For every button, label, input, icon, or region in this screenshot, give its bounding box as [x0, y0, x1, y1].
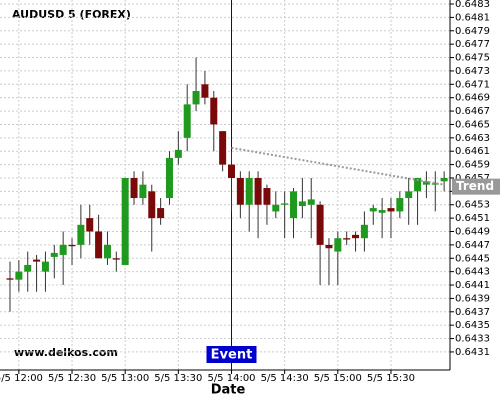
x-tick-label: 5/5 15:30	[367, 373, 415, 384]
x-tick-label: 5/5 14:30	[261, 373, 309, 384]
candle-body	[50, 252, 58, 257]
candle-body	[422, 181, 430, 185]
candle-body	[325, 244, 333, 249]
candle-body	[103, 244, 111, 259]
y-tick-label: 0.6481	[455, 12, 490, 23]
candle-body	[77, 224, 85, 245]
candle-body	[228, 164, 235, 178]
candle-body	[192, 90, 200, 105]
candle-body	[254, 177, 262, 205]
candle-body	[263, 188, 271, 205]
event-label-box	[206, 346, 257, 363]
candle-body	[369, 208, 377, 212]
chart-title: AUDUSD 5 (FOREX)	[12, 8, 131, 21]
candle-body	[307, 199, 315, 205]
x-tick-label: 5/5 13:00	[101, 373, 149, 384]
x-tick-label: 5/5 12:00	[0, 373, 43, 384]
candle-body	[148, 191, 156, 219]
candle-body	[281, 203, 289, 205]
y-tick-label: 0.6469	[455, 93, 490, 104]
candle-body	[352, 234, 360, 239]
candle-body	[68, 244, 76, 247]
event-label: Event	[211, 348, 253, 363]
y-tick-label: 0.6431	[455, 347, 490, 358]
candle-body	[139, 184, 147, 199]
candle-body	[219, 131, 227, 165]
candle-body	[6, 278, 14, 280]
y-tick-label: 0.6475	[455, 53, 490, 64]
y-tick-label: 0.6457	[455, 173, 490, 184]
watermark: www.delkos.com	[14, 346, 118, 359]
y-tick-label: 0.6443	[455, 267, 490, 278]
candle-body	[414, 177, 422, 192]
x-axis-title: Date	[211, 383, 246, 398]
candle-body	[316, 204, 324, 245]
candle-body	[334, 238, 342, 252]
candle-body	[343, 238, 351, 240]
y-tick-label: 0.6435	[455, 320, 490, 331]
candle-body	[387, 208, 395, 212]
candle-body	[24, 264, 32, 272]
y-tick-label: 0.6445	[455, 253, 490, 264]
candle-body	[290, 191, 298, 219]
candle-body	[157, 208, 165, 219]
y-tick-label: 0.6479	[455, 26, 490, 37]
candle-body	[183, 104, 191, 138]
candle-body	[86, 218, 94, 232]
y-tick-label: 0.6433	[455, 334, 490, 345]
candle-body	[95, 231, 103, 259]
y-tick-label: 0.6473	[455, 66, 490, 77]
y-tick-label: 0.6467	[455, 106, 490, 117]
candle-body	[210, 97, 218, 125]
y-tick-label: 0.6483	[455, 0, 490, 10]
candle-body	[201, 84, 209, 98]
y-tick-label: 0.6447	[455, 240, 490, 251]
candle-body	[130, 177, 138, 199]
candle-body	[298, 201, 306, 207]
y-tick-label: 0.6439	[455, 293, 490, 304]
y-tick-label: 0.6463	[455, 133, 490, 144]
candle-body	[236, 177, 244, 205]
y-tick-label: 0.6461	[455, 146, 490, 157]
candle-body	[174, 149, 182, 158]
candle-body	[396, 198, 404, 212]
candle-body	[272, 204, 280, 212]
trend-label: Trend	[456, 179, 494, 193]
candle-body	[405, 191, 413, 199]
candle-body	[165, 157, 173, 199]
candle-body	[15, 271, 23, 280]
y-tick-label: 0.6451	[455, 213, 490, 224]
y-tick-label: 0.6465	[455, 119, 490, 130]
x-tick-label: 5/5 13:30	[154, 373, 202, 384]
y-tick-label: 0.6477	[455, 39, 490, 50]
y-tick-label: 0.6449	[455, 227, 490, 238]
y-tick-label: 0.6437	[455, 307, 490, 318]
candle-body	[440, 177, 448, 182]
candle-body	[431, 183, 439, 185]
candle-body	[33, 259, 41, 262]
x-tick-label: 5/5 15:00	[314, 373, 362, 384]
candle-body	[378, 210, 386, 213]
trend-label-box	[452, 178, 500, 195]
x-tick-label: 5/5 14:00	[207, 373, 255, 384]
candle-body	[112, 258, 120, 260]
candle-body	[245, 177, 253, 205]
candle-body	[360, 224, 368, 239]
y-tick-label: 0.6453	[455, 200, 490, 211]
candle-body	[59, 244, 67, 255]
x-tick-label: 5/5 12:30	[48, 373, 96, 384]
y-tick-label: 0.6441	[455, 280, 490, 291]
candle-body	[41, 261, 49, 272]
y-tick-label: 0.6471	[455, 79, 490, 90]
candle-body	[121, 177, 129, 265]
y-tick-label: 0.6459	[455, 160, 490, 171]
